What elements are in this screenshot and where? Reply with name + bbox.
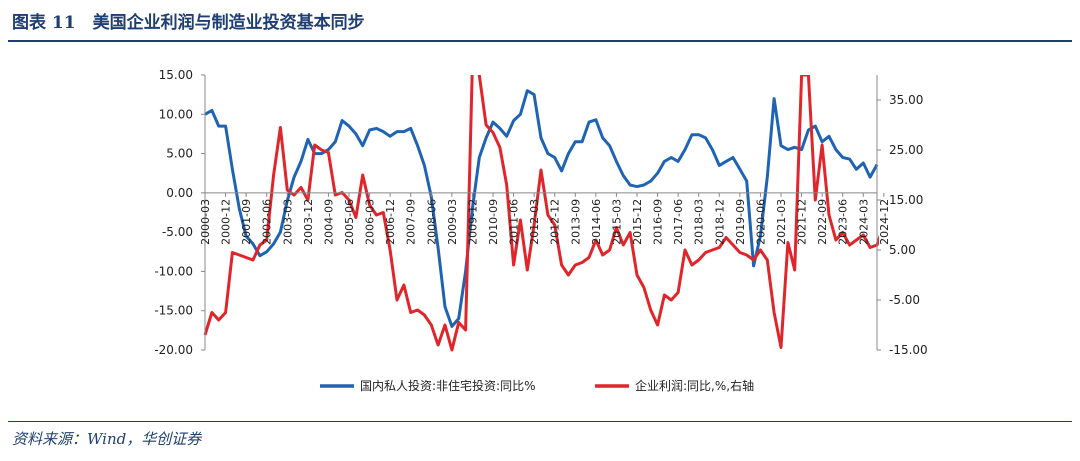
left-y-axis: 15.00 10.00 5.00 0.00 -5.00 -10.00 -15.00 -20.0…	[154, 68, 206, 357]
x-tick-label: 2006-03	[364, 199, 377, 245]
x-tick-label: 2024-03	[857, 199, 870, 245]
x-tick-label: 2017-06	[672, 199, 685, 245]
legend-label: 企业利润:同比,%,右轴	[635, 378, 754, 393]
left-tick-label: 0.00	[166, 186, 193, 200]
left-tick-label: -15.00	[154, 304, 193, 318]
x-tick-label: 2009-03	[446, 199, 459, 245]
series-line-investment	[204, 89, 879, 328]
x-tick-label: 2008-06	[425, 199, 438, 245]
left-tick-label: 5.00	[166, 147, 193, 161]
left-tick-label: -5.00	[162, 225, 193, 239]
left-tick-label: -10.00	[154, 264, 193, 278]
right-y-axis: 35.00 25.00 15.00 5.00 -5.00 -15.00	[876, 75, 928, 357]
bottom-rule	[8, 421, 1072, 422]
legend-label: 国内私人投资:非住宅投资:同比%	[360, 378, 536, 393]
right-tick-label: -15.00	[889, 343, 928, 357]
x-tick-label: 2004-09	[322, 199, 335, 245]
x-tick-label: 2011-06	[508, 199, 521, 245]
legend-item-investment: 国内私人投资:非住宅投资:同比%	[320, 378, 536, 393]
x-tick-label: 2020-06	[754, 199, 767, 245]
x-tick-label: 2001-09	[240, 199, 253, 245]
x-tick-label: 2000-03	[199, 199, 212, 245]
x-tick-label: 2012-03	[528, 199, 541, 245]
x-tick-label: 2021-12	[796, 199, 809, 245]
x-tick-label: 2005-06	[343, 199, 356, 245]
x-tick-label: 2018-03	[693, 199, 706, 245]
x-tick-label: 2024-12	[878, 199, 891, 245]
right-tick-label: 35.00	[889, 93, 923, 107]
right-tick-label: -5.00	[889, 293, 920, 307]
x-tick-label: 2007-09	[405, 199, 418, 245]
x-tick-label: 2015-12	[631, 199, 644, 245]
right-tick-label: 25.00	[889, 143, 923, 157]
x-tick-label: 2002-06	[261, 199, 274, 245]
top-rule	[8, 40, 1072, 42]
dual-axis-line-chart: 15.00 10.00 5.00 0.00 -5.00 -10.00 -15.00 -20.0…	[154, 68, 928, 393]
left-tick-label: 10.00	[159, 107, 193, 121]
plot-area	[203, 75, 879, 352]
figure-title: 图表 11 美国企业利润与制造业投资基本同步	[12, 13, 365, 33]
x-tick-label: 2022-09	[816, 199, 829, 245]
legend-item-profit: 企业利润:同比,%,右轴	[595, 378, 754, 393]
x-tick-label: 2000-12	[220, 199, 233, 245]
right-tick-label: 15.00	[889, 193, 923, 207]
x-tick-label: 2021-03	[775, 199, 788, 245]
x-tick-label: 2003-12	[302, 199, 315, 245]
source-note: 资料来源：Wind，华创证券	[12, 430, 202, 448]
x-tick-label: 2018-12	[713, 199, 726, 245]
x-tick-label: 2019-09	[734, 199, 747, 245]
legend: 国内私人投资:非住宅投资:同比% 企业利润:同比,%,右轴	[320, 378, 754, 393]
x-tick-label: 2015-03	[610, 199, 623, 245]
x-axis: 2000-03 2000-12 2001-09 2002-06 2003-03 2003-…	[199, 192, 891, 245]
x-tick-label: 2023-06	[837, 199, 850, 245]
right-tick-label: 5.00	[889, 243, 916, 257]
x-tick-label: 2013-09	[569, 199, 582, 245]
x-tick-label: 2014-06	[590, 199, 603, 245]
x-tick-label: 2012-12	[549, 199, 562, 245]
x-tick-label: 2010-09	[487, 199, 500, 245]
x-tick-label: 2009-12	[466, 199, 479, 245]
x-tick-label: 2016-09	[652, 199, 665, 245]
left-tick-label: -20.00	[154, 343, 193, 357]
x-tick-label: 2003-03	[281, 199, 294, 245]
left-tick-label: 15.00	[159, 68, 193, 82]
series-line-profit	[203, 75, 879, 352]
x-tick-label: 2006-12	[384, 199, 397, 245]
